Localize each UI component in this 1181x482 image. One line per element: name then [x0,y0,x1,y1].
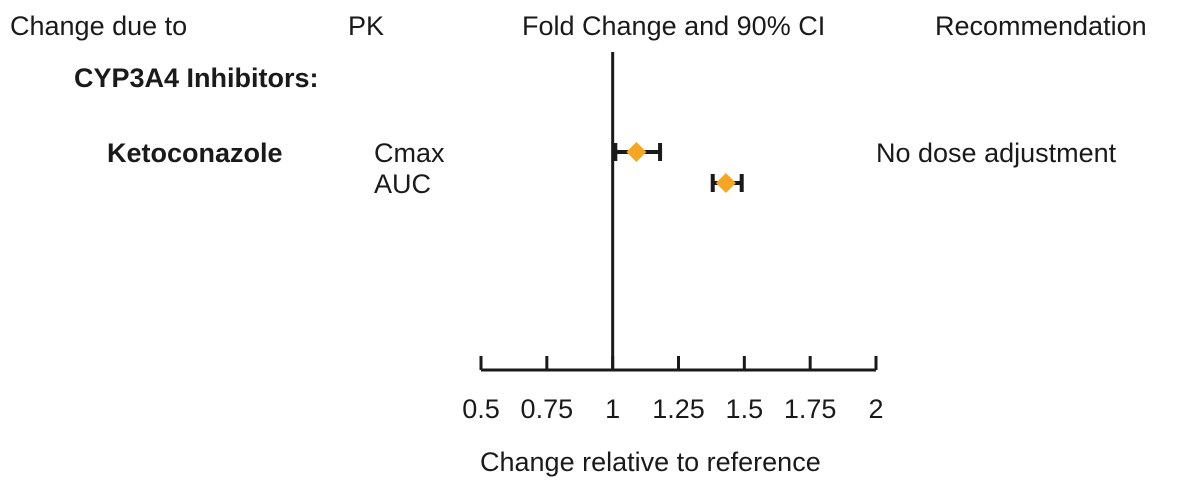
header-recommendation: Recommendation [935,11,1147,41]
x-tick-label: 1.75 [784,394,837,424]
x-tick-label: 1 [605,394,620,424]
x-tick-label: 0.75 [521,394,574,424]
x-axis-label: Change relative to reference [480,447,821,477]
point-marker [715,173,736,193]
recommendation-text: No dose adjustment [876,138,1117,168]
param-label-auc: AUC [374,169,432,199]
header-fold-change: Fold Change and 90% CI [522,11,826,41]
x-tick-label: 1.25 [652,394,705,424]
x-tick-label: 2 [868,394,883,424]
header-pk: PK [348,11,385,41]
x-tick-label: 0.5 [462,394,500,424]
header-change-due-to: Change due to [10,11,188,41]
param-label-cmax: Cmax [374,138,445,168]
drug-name: Ketoconazole [107,138,283,168]
group-title: CYP3A4 Inhibitors: [74,63,319,93]
x-tick-label: 1.5 [726,394,764,424]
point-marker [626,142,647,162]
